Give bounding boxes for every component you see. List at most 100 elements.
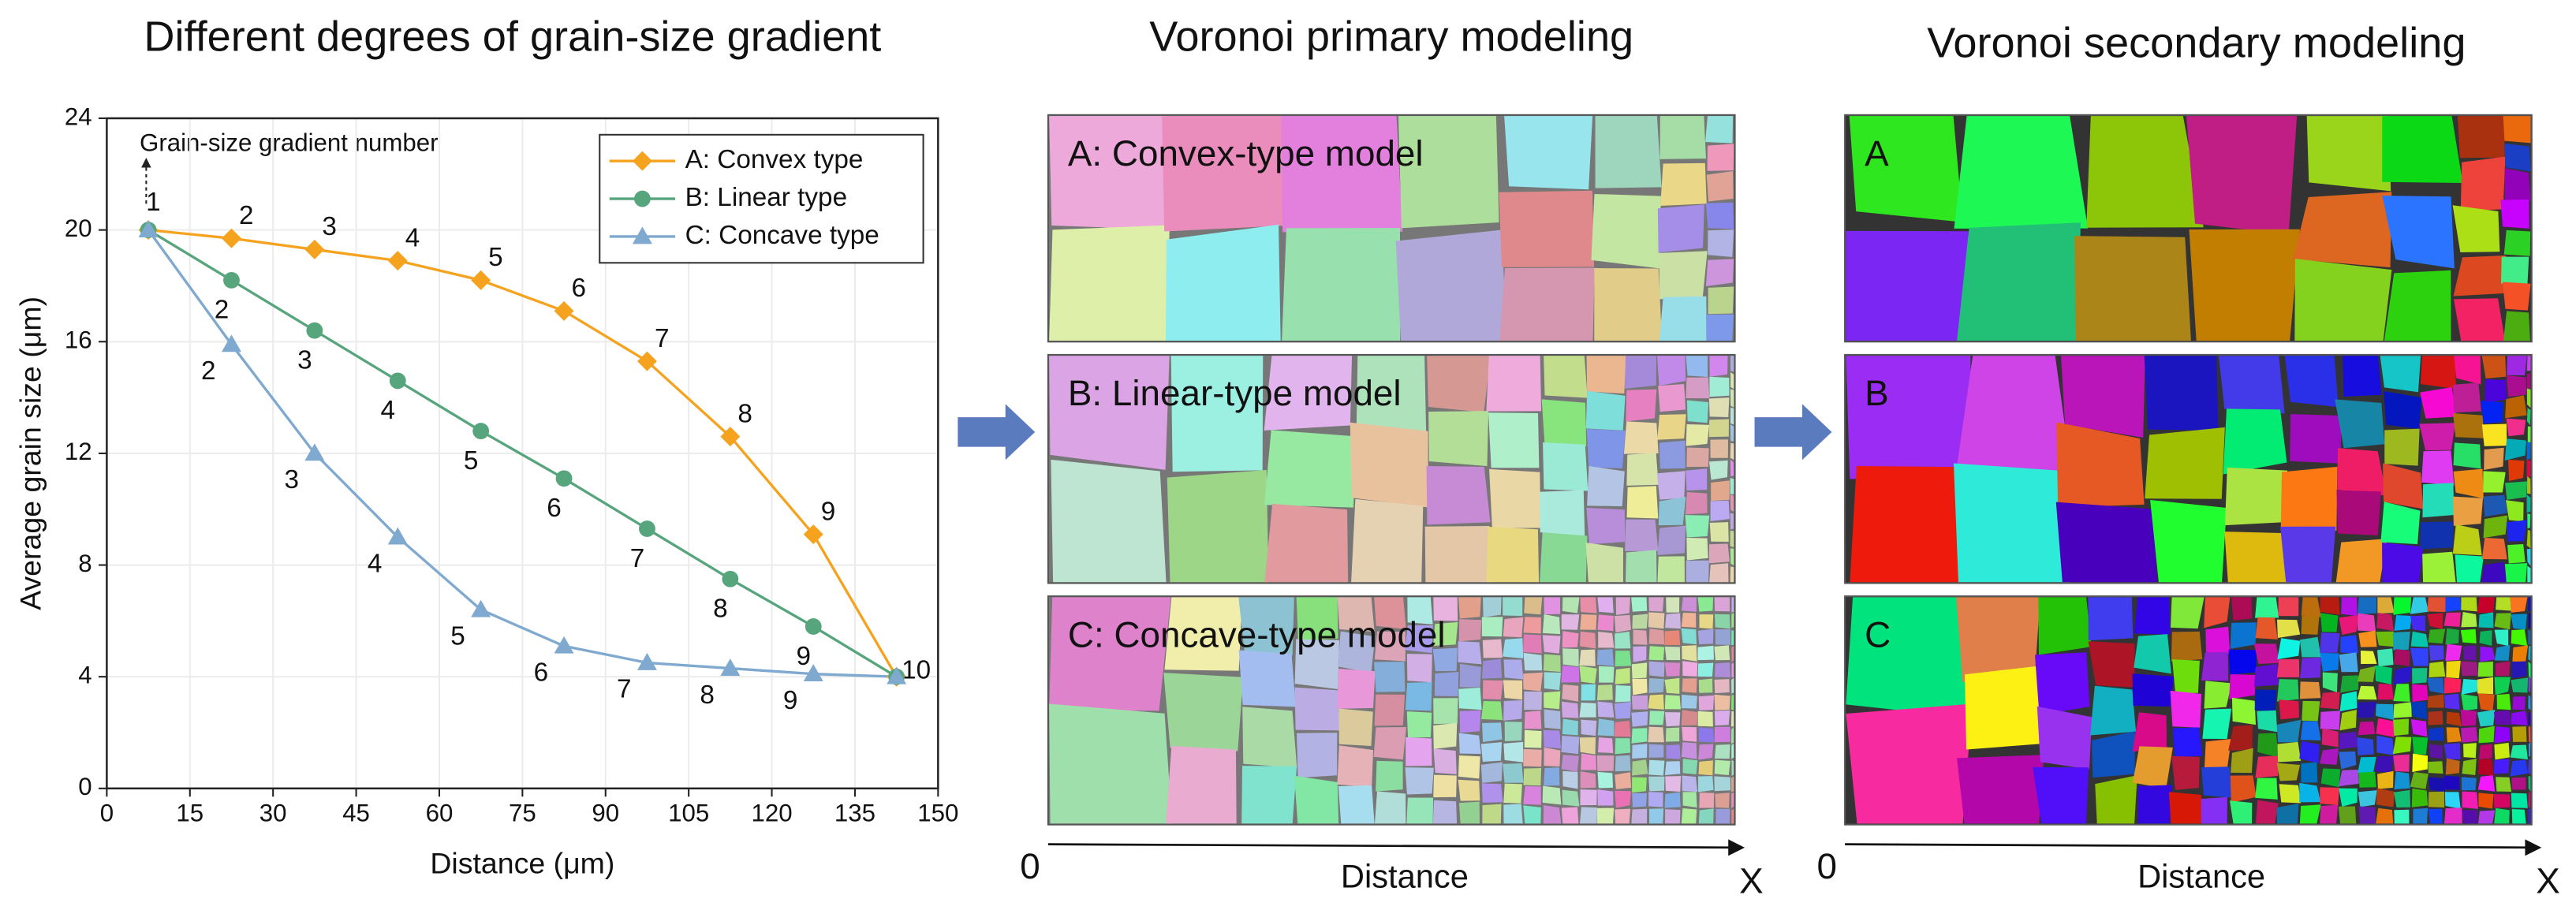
grain-cell	[2494, 807, 2510, 824]
grain-cell	[1504, 722, 1522, 742]
grain-cell	[2452, 524, 2482, 556]
grain-cell	[2231, 597, 2253, 621]
x-tick-label: 0	[100, 799, 114, 826]
grain-cell	[2483, 471, 2506, 493]
grain-cell	[1482, 804, 1502, 824]
marker	[803, 664, 823, 682]
grain-cell	[2494, 742, 2510, 760]
grain-cell	[1957, 755, 2044, 824]
grain-cell	[1542, 635, 1561, 654]
grain-cell	[1597, 718, 1615, 737]
grain-cell	[1433, 621, 1458, 646]
grain-cell	[2463, 645, 2477, 661]
grain-cell	[2337, 448, 2387, 496]
grain-cell	[2223, 408, 2287, 475]
grain-cell	[2461, 727, 2478, 743]
point-label: 3	[284, 465, 299, 494]
grain-cell	[2494, 629, 2509, 646]
grain-cell	[1730, 530, 1734, 548]
x-axis-label: Distance (μm)	[430, 847, 614, 880]
grain-cell	[2443, 677, 2462, 694]
grain-cell	[2478, 612, 2494, 628]
grain-cell	[1162, 116, 1287, 232]
grain-cell	[2392, 631, 2410, 651]
point-label: 4	[405, 223, 420, 252]
grain-cell	[1523, 634, 1542, 654]
grain-cell	[2086, 116, 2204, 228]
grain-cell	[2320, 804, 2339, 824]
grain-cell	[2478, 793, 2494, 809]
grain-cell	[1503, 741, 1524, 763]
axis-end: X	[2536, 861, 2560, 901]
grain-cell	[1458, 755, 1480, 779]
grain-cell	[1714, 726, 1730, 743]
grain-cell	[1705, 259, 1734, 286]
point-label: 5	[450, 621, 465, 651]
grain-cell	[1698, 727, 1715, 743]
grain-cell	[1626, 453, 1659, 486]
grain-cell	[1405, 625, 1433, 654]
grain-cell	[1681, 710, 1698, 726]
grain-cell	[2460, 709, 2477, 726]
grain-cell	[2376, 788, 2395, 807]
grain-cell	[2255, 755, 2279, 778]
grain-cell	[1586, 356, 1626, 394]
marker	[639, 520, 655, 537]
grain-cell	[1398, 116, 1499, 229]
grain-cell	[1697, 645, 1714, 661]
grain-cell	[2428, 791, 2445, 807]
grain-cell	[1458, 641, 1482, 665]
grain-cell	[1615, 667, 1630, 684]
marker	[887, 666, 907, 684]
x-tick-label: 135	[834, 799, 875, 826]
grain-cell	[2527, 513, 2531, 529]
grain-cell	[1597, 771, 1614, 789]
grain-cell	[2204, 597, 2231, 628]
grain-cell	[1686, 447, 1709, 468]
grain-cell	[2224, 531, 2290, 583]
grain-cell	[2480, 646, 2496, 662]
grain-cell	[2376, 718, 2395, 737]
grain-cell	[2477, 775, 2496, 792]
grain-cell	[2461, 612, 2477, 628]
x-tick-label: 45	[342, 799, 370, 826]
grain-cell	[2511, 808, 2526, 824]
grain-cell	[2452, 382, 2481, 413]
grain-cell	[2412, 684, 2429, 703]
grain-cell	[2277, 741, 2302, 763]
point-label: 7	[617, 675, 632, 704]
grain-cell	[1697, 662, 1714, 677]
grain-cell	[1648, 597, 1664, 612]
grain-cell	[1698, 760, 1713, 776]
grain-cell	[1659, 116, 1706, 159]
grain-cell	[1731, 744, 1734, 759]
grain-cell	[1561, 665, 1580, 683]
grain-cell	[1523, 767, 1542, 786]
grain-cell	[2505, 395, 2527, 419]
grain-cell	[1660, 162, 1707, 206]
grain-cell	[1426, 466, 1491, 525]
y-tick-label: 20	[65, 214, 92, 242]
grain-cell	[2506, 520, 2528, 542]
grain-cell	[1631, 728, 1648, 744]
grain-cell	[1659, 440, 1686, 469]
grain-cell	[2358, 630, 2377, 647]
grain-cell	[1686, 424, 1710, 446]
grain-cell	[2393, 666, 2412, 685]
grain-cell	[1714, 744, 1730, 759]
grain-cell	[1657, 414, 1686, 440]
grain-cell	[1459, 663, 1481, 688]
grain-cell	[1562, 597, 1580, 614]
grain-cell	[2339, 732, 2359, 750]
grain-cell	[2335, 539, 2387, 583]
grain-cell	[2528, 742, 2531, 757]
grain-cell	[2462, 759, 2477, 775]
grain-cell	[1708, 543, 1730, 564]
grain-cell	[2452, 205, 2500, 253]
point-label: 3	[322, 212, 337, 241]
grain-cell	[2170, 690, 2202, 728]
grain-cell	[1351, 498, 1424, 583]
grain-cell	[2413, 807, 2428, 824]
point-label: 4	[368, 549, 383, 578]
